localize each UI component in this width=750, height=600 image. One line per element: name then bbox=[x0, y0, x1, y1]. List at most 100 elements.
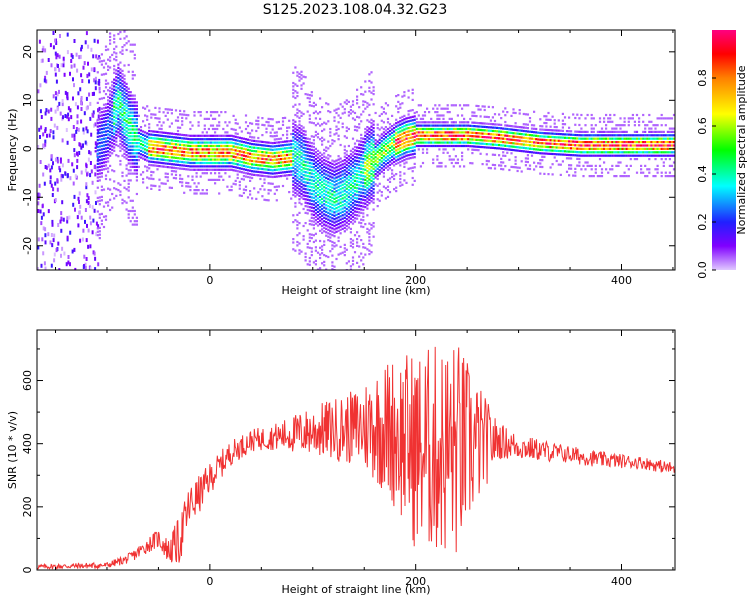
heatmap-cell bbox=[76, 68, 79, 73]
heatmap-cell bbox=[362, 191, 365, 195]
heatmap-cell bbox=[261, 157, 264, 160]
heatmap-cell bbox=[42, 226, 45, 231]
heatmap-cell bbox=[113, 126, 116, 129]
heatmap-cell bbox=[611, 130, 614, 133]
heatmap-cell bbox=[259, 164, 262, 167]
heatmap-cell bbox=[483, 115, 486, 118]
heatmap-cell bbox=[386, 131, 390, 134]
heatmap-cell bbox=[312, 207, 315, 210]
heatmap-cell bbox=[117, 155, 120, 158]
heatmap-cell bbox=[611, 134, 614, 137]
heatmap-cell bbox=[600, 127, 604, 130]
heatmap-cell bbox=[358, 255, 361, 258]
heatmap-cell bbox=[170, 135, 173, 139]
heatmap-cell bbox=[102, 90, 106, 93]
heatmap-cell bbox=[421, 138, 425, 141]
heatmap-cell bbox=[261, 164, 264, 167]
heatmap-cell bbox=[121, 79, 124, 83]
heatmap-cell bbox=[150, 170, 153, 173]
heatmap-cell bbox=[310, 223, 313, 226]
heatmap-cell bbox=[619, 151, 622, 154]
heatmap-cell bbox=[382, 151, 385, 154]
heatmap-cell bbox=[104, 133, 108, 136]
heatmap-cell bbox=[617, 151, 620, 154]
heatmap-cell bbox=[426, 144, 429, 148]
heatmap-cell bbox=[109, 198, 112, 201]
heatmap-cell bbox=[366, 248, 369, 251]
heatmap-cell bbox=[331, 240, 334, 244]
heatmap-cell bbox=[360, 150, 363, 153]
heatmap-cell bbox=[413, 122, 416, 125]
heatmap-cell bbox=[338, 271, 340, 273]
heatmap-cell bbox=[166, 159, 169, 162]
heatmap-cell bbox=[586, 147, 589, 150]
heatmap-cell bbox=[162, 111, 165, 114]
heatmap-cell bbox=[325, 159, 328, 163]
heatmap-cell bbox=[133, 43, 136, 46]
heatmap-cell bbox=[38, 183, 41, 188]
heatmap-cell bbox=[333, 214, 336, 217]
heatmap-cell bbox=[535, 127, 538, 131]
heatmap-cell bbox=[187, 161, 190, 164]
heatmap-cell bbox=[100, 219, 103, 222]
heatmap-cell bbox=[98, 131, 101, 134]
heatmap-cell bbox=[146, 118, 149, 121]
heatmap-cell bbox=[54, 91, 57, 96]
heatmap-cell bbox=[310, 209, 313, 213]
heatmap-cell bbox=[314, 263, 317, 266]
heatmap-cell bbox=[123, 24, 125, 26]
heatmap-cell bbox=[343, 243, 346, 246]
heatmap-cell bbox=[319, 253, 322, 256]
heatmap-cell bbox=[469, 117, 472, 121]
heatmap-cell bbox=[158, 107, 161, 110]
heatmap-cell bbox=[417, 124, 420, 127]
heatmap-cell bbox=[370, 183, 373, 186]
heatmap-cell bbox=[94, 190, 97, 195]
heatmap-cell bbox=[150, 130, 153, 133]
heatmap-cell bbox=[314, 191, 317, 195]
heatmap-cell bbox=[594, 147, 597, 150]
heatmap-cell bbox=[125, 86, 128, 89]
heatmap-cell bbox=[331, 207, 334, 210]
heatmap-cell bbox=[133, 213, 136, 216]
heatmap-cell bbox=[181, 147, 184, 150]
heatmap-cell bbox=[329, 195, 332, 198]
heatmap-cell bbox=[574, 147, 577, 150]
heatmap-cell bbox=[100, 117, 103, 120]
heatmap-cell bbox=[551, 139, 554, 142]
heatmap-cell bbox=[181, 164, 184, 167]
heatmap-cell bbox=[281, 174, 285, 177]
heatmap-cell bbox=[135, 159, 138, 162]
heatmap-cell bbox=[450, 138, 453, 141]
heatmap-cell bbox=[98, 91, 101, 94]
heatmap-cell bbox=[372, 177, 375, 181]
heatmap-cell bbox=[273, 131, 276, 134]
heatmap-cell bbox=[216, 148, 219, 151]
heatmap-cell bbox=[374, 183, 377, 186]
heatmap-cell bbox=[598, 147, 602, 150]
heatmap-cell bbox=[296, 193, 299, 196]
heatmap-cell bbox=[123, 156, 126, 159]
heatmap-cell bbox=[533, 148, 536, 151]
heatmap-cell bbox=[347, 144, 350, 148]
heatmap-cell bbox=[236, 166, 239, 169]
heatmap-cell bbox=[102, 103, 106, 106]
heatmap-cell bbox=[164, 148, 167, 151]
heatmap-cell bbox=[592, 175, 595, 178]
heatmap-cell bbox=[263, 175, 266, 178]
heatmap-cell bbox=[598, 158, 602, 161]
heatmap-cell bbox=[271, 142, 274, 145]
heatmap-cell bbox=[197, 155, 200, 158]
heatmap-cell bbox=[495, 147, 499, 150]
heatmap-cell bbox=[125, 164, 128, 167]
heatmap-cell bbox=[113, 81, 116, 85]
heatmap-cell bbox=[137, 165, 140, 168]
heatmap-cell bbox=[142, 143, 145, 147]
heatmap-cell bbox=[337, 216, 340, 219]
heatmap-cell bbox=[160, 165, 163, 168]
heatmap-cell bbox=[298, 222, 301, 225]
heatmap-cell bbox=[179, 153, 182, 157]
heatmap-cell bbox=[63, 72, 66, 77]
heatmap-cell bbox=[384, 126, 387, 129]
heatmap-cell bbox=[615, 137, 618, 140]
